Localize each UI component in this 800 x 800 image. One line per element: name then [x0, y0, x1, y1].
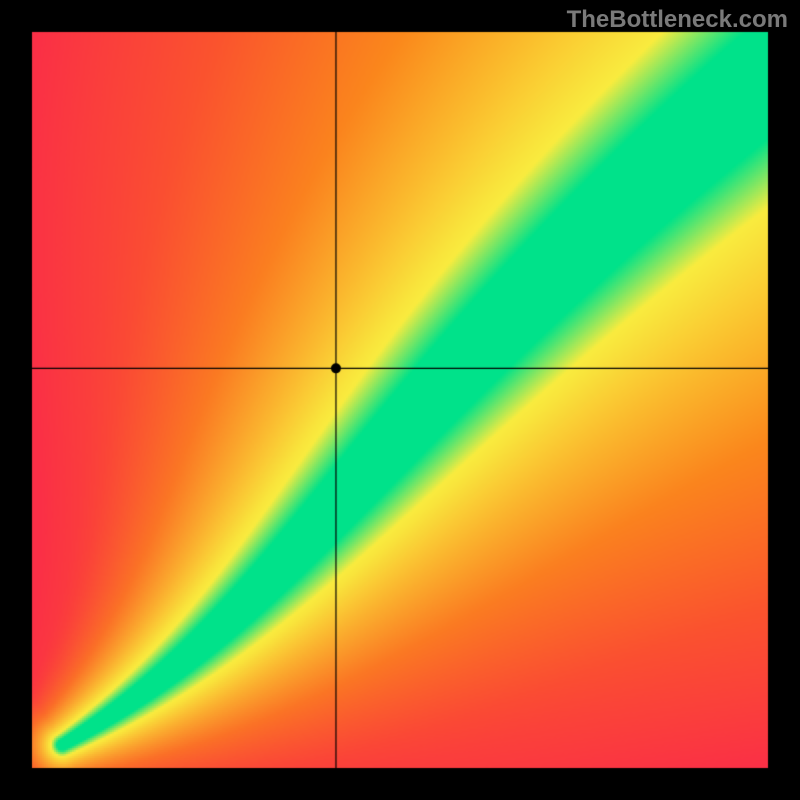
chart-container: TheBottleneck.com: [0, 0, 800, 800]
heatmap-canvas: [0, 0, 800, 800]
watermark-text: TheBottleneck.com: [567, 6, 788, 34]
